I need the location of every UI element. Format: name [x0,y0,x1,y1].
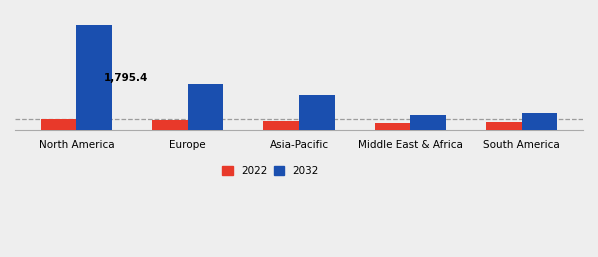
Bar [299,95,335,131]
Bar [188,84,223,131]
Bar [375,123,410,131]
Bar [521,113,557,131]
Bar [152,120,188,131]
Bar [41,118,77,131]
Bar [77,25,112,131]
Legend: 2022, 2032: 2022, 2032 [220,164,321,178]
Bar [486,122,521,131]
Bar [410,115,446,131]
Bar [263,121,299,131]
Text: 1,795.4: 1,795.4 [104,73,148,83]
